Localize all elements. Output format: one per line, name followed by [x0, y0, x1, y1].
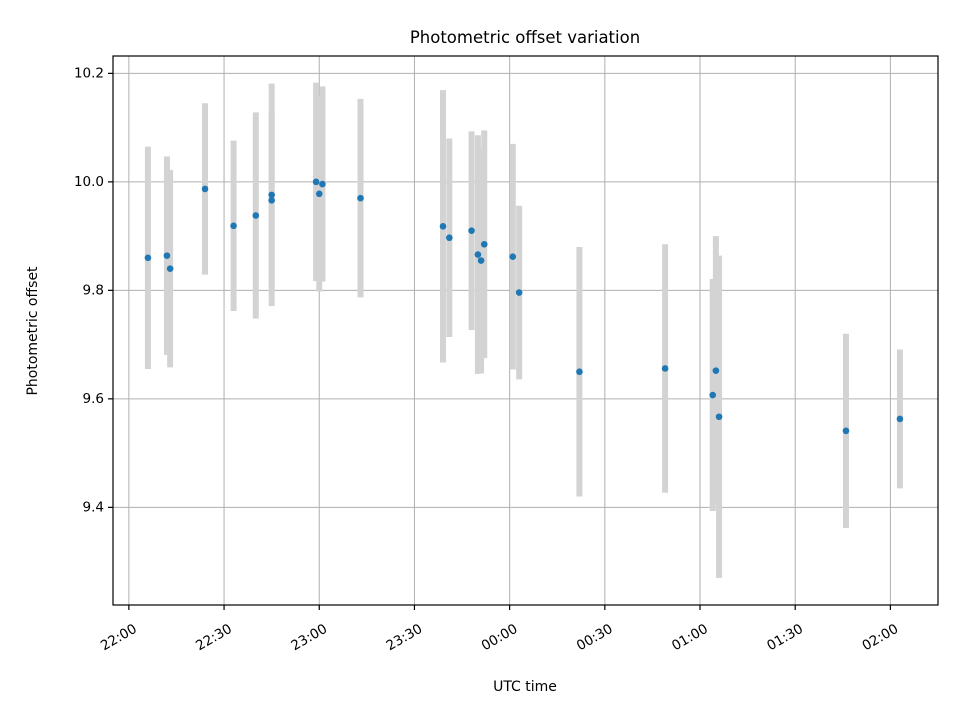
data-point: [515, 289, 523, 296]
data-point: [268, 197, 275, 204]
data-point: [439, 223, 447, 230]
plot-frame: [112, 55, 939, 606]
x-axis-label: UTC time: [493, 679, 557, 695]
data-point: [896, 415, 904, 423]
data-point: [268, 191, 275, 199]
data-point: [715, 413, 723, 421]
data-point: [230, 222, 237, 230]
data-point: [201, 185, 209, 193]
data-point: [474, 251, 482, 258]
data-point: [842, 427, 850, 435]
data-point: [509, 253, 517, 261]
y-tick-label: 10.0: [74, 174, 104, 190]
data-point: [712, 367, 720, 374]
y-tick-label: 10.2: [74, 65, 104, 81]
data-point: [468, 227, 475, 234]
point-layer: [144, 178, 904, 435]
data-point: [446, 234, 453, 242]
data-point: [576, 368, 583, 376]
chart-title: Photometric offset variation: [410, 28, 640, 47]
y-tick-label: 9.6: [83, 391, 104, 407]
data-point: [661, 365, 669, 372]
data-point: [477, 257, 485, 264]
data-point: [319, 180, 326, 188]
data-point: [252, 212, 260, 219]
y-tick-label: 9.8: [83, 282, 104, 298]
data-point: [357, 194, 364, 202]
data-point: [144, 254, 152, 262]
data-point: [163, 252, 171, 259]
y-axis-label: Photometric offset: [25, 266, 41, 396]
data-point: [480, 240, 488, 248]
data-point: [166, 265, 174, 272]
data-point: [315, 190, 323, 198]
y-tick-label: 9.4: [83, 499, 104, 515]
data-point: [312, 178, 320, 186]
data-point: [709, 391, 717, 399]
